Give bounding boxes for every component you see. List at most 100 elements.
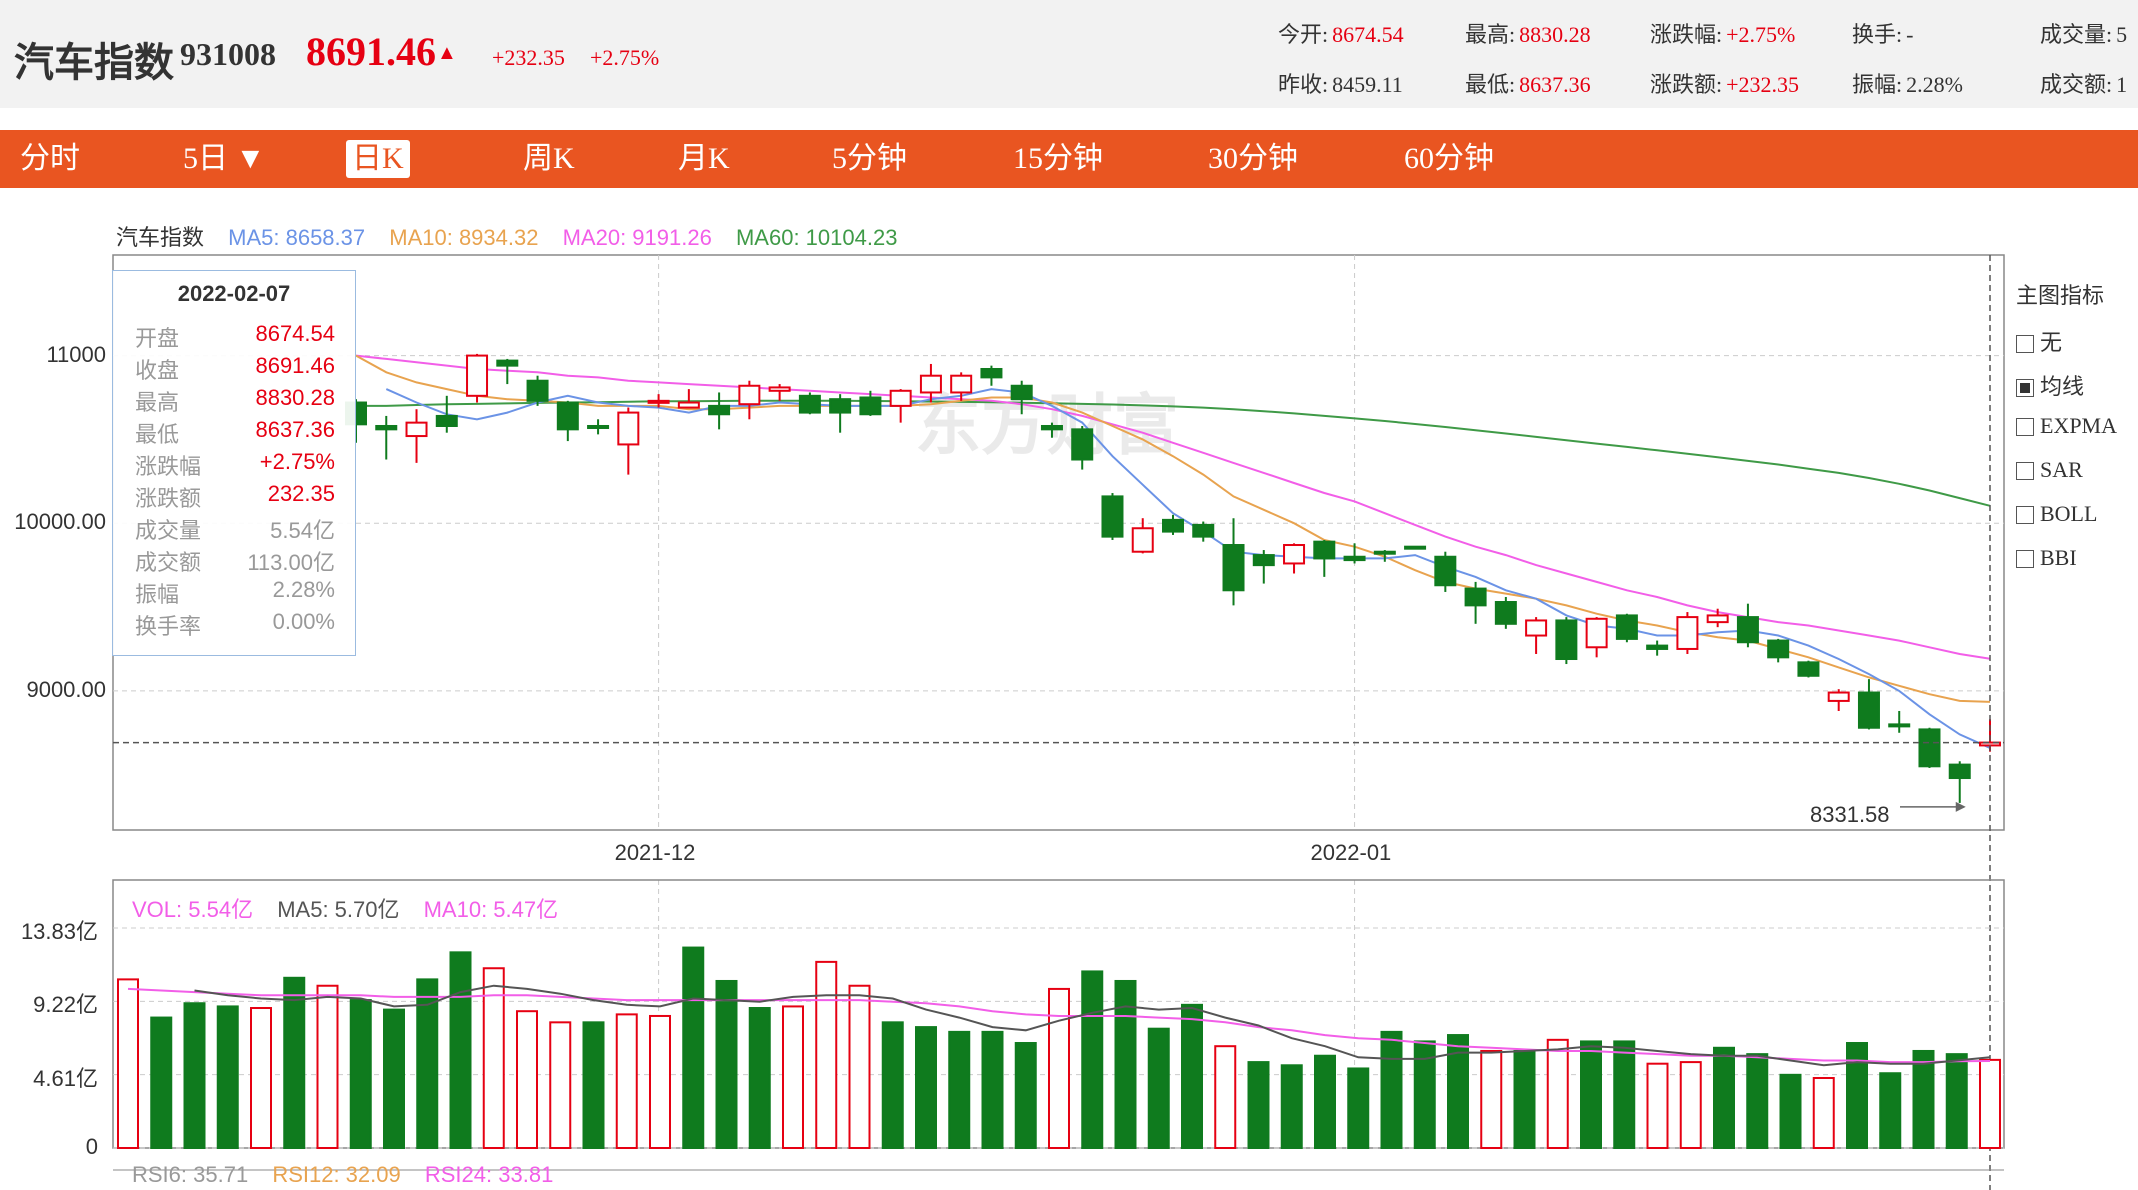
volume-bar-down bbox=[1181, 1003, 1203, 1149]
checkbox-icon[interactable] bbox=[2016, 418, 2034, 436]
tooltip-value: 113.00亿 bbox=[247, 550, 335, 575]
volume-bar-up bbox=[815, 960, 838, 1150]
tab-1[interactable]: 5日 ▼ bbox=[183, 142, 266, 175]
candle-up bbox=[738, 384, 761, 406]
tooltip-label: 成交额 bbox=[135, 550, 202, 575]
volume-bar-up bbox=[1546, 1038, 1569, 1149]
volume-bar-down bbox=[150, 1016, 173, 1150]
price-change: +232.35 bbox=[492, 45, 565, 70]
stat-value: 8459.11 bbox=[1332, 72, 1403, 97]
tooltip-value: 2.28% bbox=[272, 577, 335, 602]
candle-down bbox=[1857, 691, 1880, 729]
checkbox-icon[interactable] bbox=[2016, 462, 2034, 480]
volume-bar-down bbox=[1945, 1053, 1968, 1150]
price-panel-frame bbox=[112, 254, 2005, 831]
volume-bar-up bbox=[1480, 1049, 1503, 1150]
volume-bar-down bbox=[682, 946, 705, 1149]
stat-label: 涨跌幅: bbox=[1650, 22, 1723, 47]
stat-r2-2: 涨跌额: +232.35 bbox=[1650, 67, 1799, 99]
stat-value: 8830.28 bbox=[1519, 22, 1591, 47]
candle-tooltip: 2022-02-07 开盘 8674.54 收盘 8691.46 最高 8830.28 最低… bbox=[112, 270, 356, 656]
checkbox-icon[interactable] bbox=[2016, 506, 2034, 524]
legend-ma5: MA5: 8658.37 bbox=[228, 225, 366, 250]
indicator-option-4[interactable]: BOLL bbox=[2016, 501, 2097, 527]
current-price: 8691.46 bbox=[306, 29, 436, 74]
stat-label: 换手: bbox=[1852, 22, 1903, 47]
indicator-label: 无 bbox=[2040, 330, 2063, 355]
candle-up bbox=[647, 399, 670, 404]
volume-bar-down bbox=[1081, 970, 1104, 1149]
candle-down bbox=[1736, 616, 1759, 644]
stat-label: 成交量: bbox=[2040, 22, 2113, 47]
tab-7[interactable]: 30分钟 bbox=[1208, 142, 1298, 175]
tooltip-row: 换手率 0.00% bbox=[135, 609, 335, 641]
volume-bar-down bbox=[1314, 1054, 1336, 1150]
stat-r1-0: 今开: 8674.54 bbox=[1278, 17, 1404, 49]
legend-ma60: MA60: 10104.23 bbox=[735, 225, 898, 250]
stat-label: 昨收: bbox=[1278, 72, 1329, 97]
indicator-option-2[interactable]: EXPMA bbox=[2016, 413, 2117, 439]
tooltip-label: 涨跌额 bbox=[135, 486, 202, 511]
low-annotation: 8331.58 bbox=[1810, 802, 1890, 827]
volume-bar-down bbox=[1114, 979, 1137, 1149]
checkbox-icon[interactable] bbox=[2016, 379, 2034, 397]
candle-down bbox=[1040, 424, 1063, 431]
tab-5[interactable]: 5分钟 bbox=[832, 142, 907, 175]
volume-bar-down bbox=[1413, 1040, 1436, 1149]
indicator-option-0[interactable]: 无 bbox=[2016, 325, 2062, 357]
candle-down bbox=[1615, 614, 1638, 640]
tooltip-row: 振幅 2.28% bbox=[135, 577, 335, 609]
volume-tick-label: 13.83亿 bbox=[20, 919, 98, 944]
tab-2[interactable]: 日K bbox=[346, 140, 410, 178]
tab-6[interactable]: 15分钟 bbox=[1013, 142, 1103, 175]
vol-ma5-line bbox=[194, 984, 1991, 1067]
indicator-label: SAR bbox=[2040, 457, 2083, 482]
volume-bar-up bbox=[482, 967, 505, 1149]
indicator-option-5[interactable]: BBI bbox=[2016, 545, 2077, 571]
stat-value: 8637.36 bbox=[1519, 72, 1591, 97]
main-legend: 汽车指数 MA5: 8658.37 MA10: 8934.32 MA20: 91… bbox=[116, 220, 915, 252]
period-tabbar: 分时 5日 ▼ 日K 周K 月K 5分钟 15分钟 30分钟 60分钟 bbox=[0, 130, 2138, 188]
legend-ma20: MA20: 9191.26 bbox=[562, 225, 712, 250]
checkbox-icon[interactable] bbox=[2016, 335, 2034, 353]
volume-bar-down bbox=[349, 999, 372, 1149]
volume-bar-down bbox=[748, 1007, 771, 1149]
indicator-option-3[interactable]: SAR bbox=[2016, 457, 2083, 483]
ma20-line bbox=[355, 354, 1991, 660]
candle-up bbox=[1131, 527, 1154, 553]
tooltip-row: 成交额 113.00亿 bbox=[135, 545, 335, 577]
legend-rsi12: RSI12: 32.09 bbox=[272, 1162, 401, 1187]
candle-up bbox=[1585, 617, 1608, 649]
volume-bar-down bbox=[1347, 1067, 1370, 1150]
tab-8[interactable]: 60分钟 bbox=[1404, 142, 1494, 175]
volume-bar-down bbox=[1280, 1064, 1303, 1149]
stat-label: 今开: bbox=[1278, 22, 1329, 47]
tab-4[interactable]: 月K bbox=[678, 142, 730, 175]
stat-label: 涨跌额: bbox=[1650, 72, 1723, 97]
tab-3[interactable]: 周K bbox=[523, 142, 575, 175]
stat-label: 最高: bbox=[1465, 22, 1516, 47]
volume-bar-down bbox=[216, 1005, 239, 1149]
indicator-option-1[interactable]: 均线 bbox=[2016, 369, 2084, 401]
stat-r1-2: 涨跌幅: +2.75% bbox=[1650, 17, 1795, 49]
tab-0[interactable]: 分时 bbox=[20, 142, 80, 175]
candle-down bbox=[1888, 723, 1911, 728]
volume-bar-down bbox=[1613, 1040, 1636, 1149]
quote-header: 汽车指数 931008 8691.46 ▲ +232.35 +2.75% 今开:… bbox=[0, 0, 2138, 108]
tooltip-date: 2022-02-07 bbox=[177, 281, 291, 306]
volume-bar-down bbox=[1580, 1040, 1602, 1149]
volume-bar-down bbox=[383, 1008, 405, 1150]
tooltip-row: 成交量 5.54亿 bbox=[135, 513, 335, 545]
volume-bar-up bbox=[1812, 1077, 1835, 1149]
volume-bar-down bbox=[1247, 1061, 1270, 1149]
ma5-line bbox=[385, 388, 1991, 749]
date-tick-label: 2021-12 bbox=[614, 840, 696, 865]
indicator-panel-title: 主图指标 bbox=[2016, 283, 2105, 308]
candle-up bbox=[617, 411, 640, 446]
candle-down bbox=[1494, 601, 1517, 625]
candle-down bbox=[1434, 555, 1457, 587]
checkbox-icon[interactable] bbox=[2016, 550, 2034, 568]
date-tick-label: 2022-01 bbox=[1310, 840, 1392, 865]
candle-up bbox=[1283, 544, 1306, 565]
